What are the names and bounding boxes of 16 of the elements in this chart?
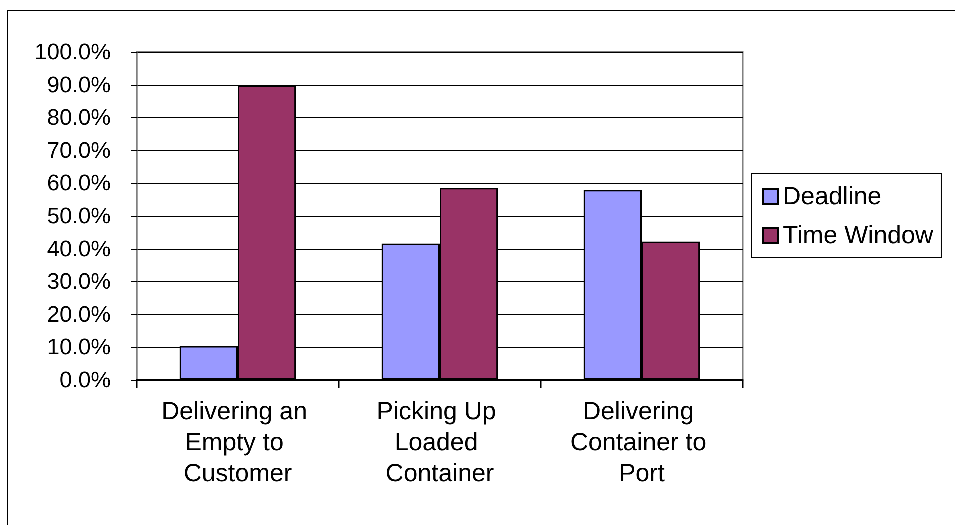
y-tick-label: 10.0% xyxy=(47,334,111,360)
y-tick-label: 50.0% xyxy=(47,204,111,228)
x-tick-label: Picking Up Loaded Container xyxy=(376,398,504,488)
y-tick-label: 60.0% xyxy=(47,170,111,196)
y-tick-label: 30.0% xyxy=(47,269,111,294)
x-tick-label: Delivering Container to Port xyxy=(570,398,714,488)
y-tick-label: 90.0% xyxy=(47,72,111,98)
y-tick-label: 70.0% xyxy=(47,138,111,163)
y-tick-label: 20.0% xyxy=(47,302,111,327)
y-tick-label: 0.0% xyxy=(60,368,111,392)
y-tick-label: 100.0% xyxy=(34,40,111,64)
x-tick-label: Delivering an Empty to Customer xyxy=(162,398,314,488)
y-tick-label: 40.0% xyxy=(47,236,111,262)
legend-label: Deadline xyxy=(783,182,882,210)
y-tick-label: 80.0% xyxy=(47,105,111,130)
legend-label: Time Window xyxy=(783,222,934,250)
